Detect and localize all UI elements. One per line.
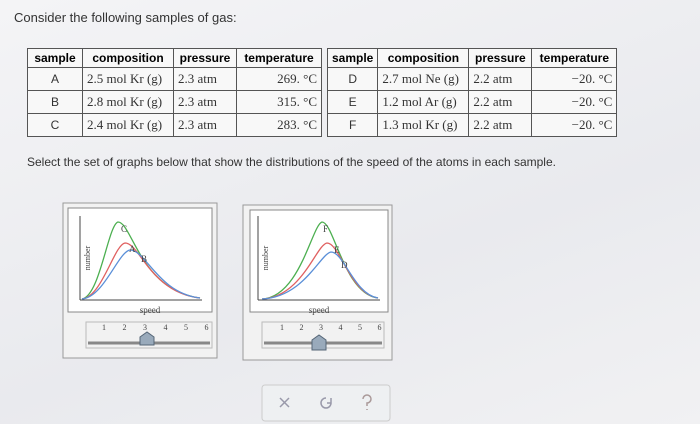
cell: A [27,67,83,91]
slider-tick-label: 5 [184,323,188,332]
cell: 2.3 atm [173,67,237,91]
y-axis-label: number [83,245,92,270]
prompt: Consider the following samples of gas: [14,10,237,25]
help-button[interactable] [362,394,372,410]
slider-tick-label: 3 [143,323,147,332]
header-cell: temperature [236,48,322,68]
slider-tick-label: 6 [205,323,209,332]
curve-label: E [334,245,340,255]
header-row: sample composition pressure temperature [326,48,618,68]
cell: 2.4 mol Kr (g) [82,113,174,137]
action-bar [261,384,391,422]
cell: −20. °C [531,113,618,137]
cell: F [326,113,379,137]
sample-table: sample composition pressure temperature D 2.7… [326,48,618,137]
header-row: sample composition pressure temperature [27,48,322,68]
cell: 2.2 atm [468,67,533,91]
curve-label: D [341,260,348,270]
slider-tick-label: 5 [358,323,362,332]
curve-label: B [141,254,147,264]
curve-label: A [129,244,136,254]
slider-tick-label: 1 [280,323,284,332]
cell: 2.8 mol Kr (g) [82,90,174,114]
row: F 1.3 mol Kr (g) 2.2 atm −20. °C [326,113,618,137]
curve-label: F [323,224,328,234]
header-cell: sample [326,48,379,68]
graph-option[interactable] [242,204,393,361]
x-axis-label: speed [309,305,330,315]
cell: E [326,90,379,114]
row: C 2.4 mol Kr (g) 2.3 atm 283. °C [27,113,322,137]
cell: C [27,113,83,137]
row: E 1.2 mol Ar (g) 2.2 atm −20. °C [326,90,618,114]
undo-button[interactable] [320,397,332,409]
sample-table: sample composition pressure temperature A 2.5… [27,48,322,137]
curve-label: C [121,224,127,234]
clear-button[interactable] [279,397,290,408]
header-cell: composition [377,48,470,68]
instruction: Select the set of graphs below that show… [27,155,556,169]
x-axis-label: speed [140,305,161,315]
cell: 1.3 mol Kr (g) [377,113,470,137]
graph-option[interactable] [62,202,218,359]
cell: −20. °C [531,67,618,91]
row: D 2.7 mol Ne (g) 2.2 atm −20. °C [326,67,618,91]
cell: D [326,67,379,91]
cell: 2.7 mol Ne (g) [377,67,470,91]
cell: 2.3 atm [173,113,237,137]
slider-tick-label: 3 [319,323,323,332]
slider-tick-label: 4 [339,323,343,332]
slider-tick-label: 4 [164,323,168,332]
slider-tick-label: 2 [123,323,127,332]
slider-tick-label: 1 [102,323,106,332]
cell: 2.2 atm [468,113,533,137]
cell: 283. °C [236,113,322,137]
header-cell: temperature [531,48,618,68]
slider-tick-label: 2 [300,323,304,332]
y-axis-label: number [261,245,270,270]
slider-tick-label: 6 [378,323,382,332]
cell: 315. °C [236,90,322,114]
